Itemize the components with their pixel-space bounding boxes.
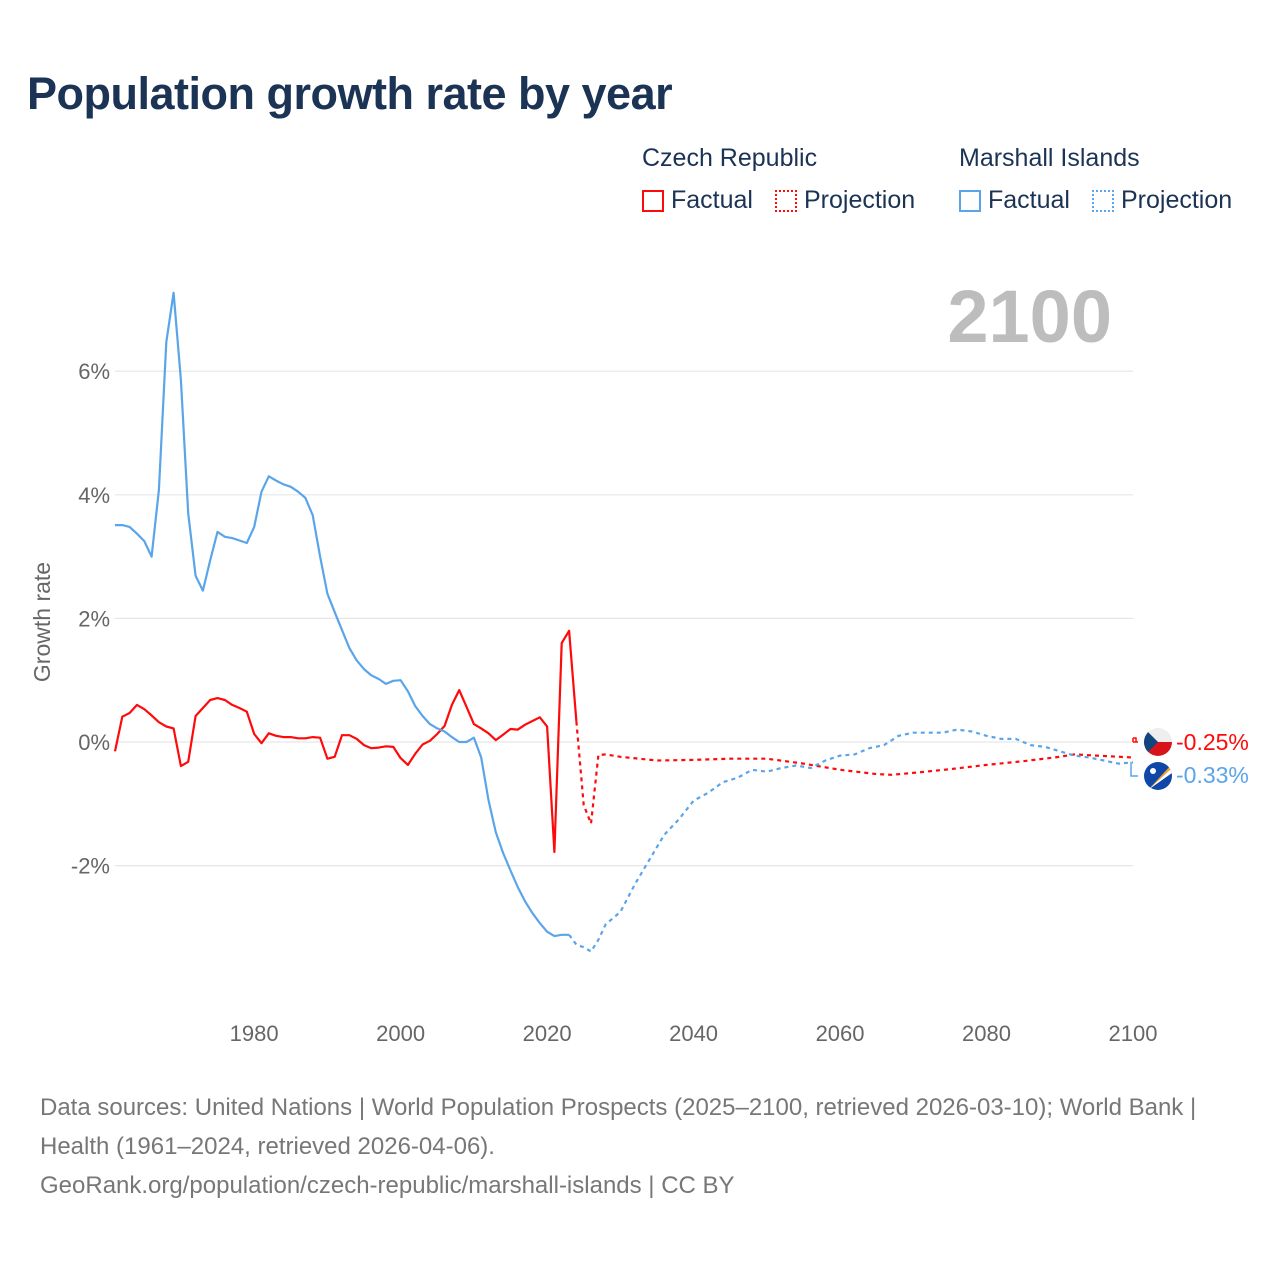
x-tick-label: 1980 (230, 1021, 279, 1046)
legend-czech-republic-heading: Czech Republic (642, 144, 818, 172)
y-axis-label: Growth rate (29, 562, 55, 682)
x-tick-label: 2080 (962, 1021, 1011, 1046)
marshall-end-value: -0.33% (1176, 762, 1249, 788)
legend-label: Projection (804, 186, 916, 214)
legend-marshall-islands-heading: Marshall Islands (959, 144, 1140, 172)
year-display: 2100 (947, 275, 1112, 358)
legend-marshall-projection[interactable]: Projection (1092, 186, 1232, 215)
page-title: Population growth rate by year (27, 68, 673, 119)
y-tick-label: 6% (78, 359, 110, 384)
x-tick-label: 2020 (523, 1021, 572, 1046)
source-note: Data sources: United Nations | World Pop… (40, 1088, 1240, 1205)
x-tick-label: 2100 (1109, 1021, 1158, 1046)
legend-label: Projection (1121, 186, 1233, 214)
solid-swatch-icon (642, 189, 664, 212)
dotted-swatch-icon (775, 189, 797, 212)
legend-label: Factual (988, 186, 1070, 214)
czech-flag-icon (1144, 728, 1172, 756)
x-tick-label: 2060 (816, 1021, 865, 1046)
y-tick-label: 2% (78, 606, 110, 631)
legend-marshall-factual[interactable]: Factual (959, 186, 1070, 215)
legend-czech-projection[interactable]: Projection (775, 186, 915, 215)
y-tick-label: 0% (78, 730, 110, 755)
series-line-marshall-islands-projection (568, 728, 1134, 953)
series-line-czech-republic-projection (575, 721, 1134, 825)
series-line-czech-republic-factual (113, 629, 578, 854)
y-tick-label: 4% (78, 483, 110, 508)
x-tick-label: 2040 (669, 1021, 718, 1046)
czech-end-value: -0.25% (1176, 729, 1249, 755)
marshall-end-connector (1130, 762, 1138, 777)
dotted-swatch-icon (1092, 189, 1114, 212)
x-tick-label: 2000 (376, 1021, 425, 1046)
marshall-islands-flag-icon (1144, 762, 1172, 790)
source-link[interactable]: GeoRank.org/population/czech-republic/ma… (40, 1172, 735, 1199)
legend-czech-factual[interactable]: Factual (642, 186, 753, 215)
y-tick-label: -2% (71, 854, 110, 879)
czech-end-connector (1132, 737, 1138, 743)
source-text: Data sources: United Nations | World Pop… (40, 1094, 1197, 1160)
solid-swatch-icon (959, 189, 981, 212)
series-line-marshall-islands-factual (115, 291, 570, 938)
legend-label: Factual (671, 186, 753, 214)
